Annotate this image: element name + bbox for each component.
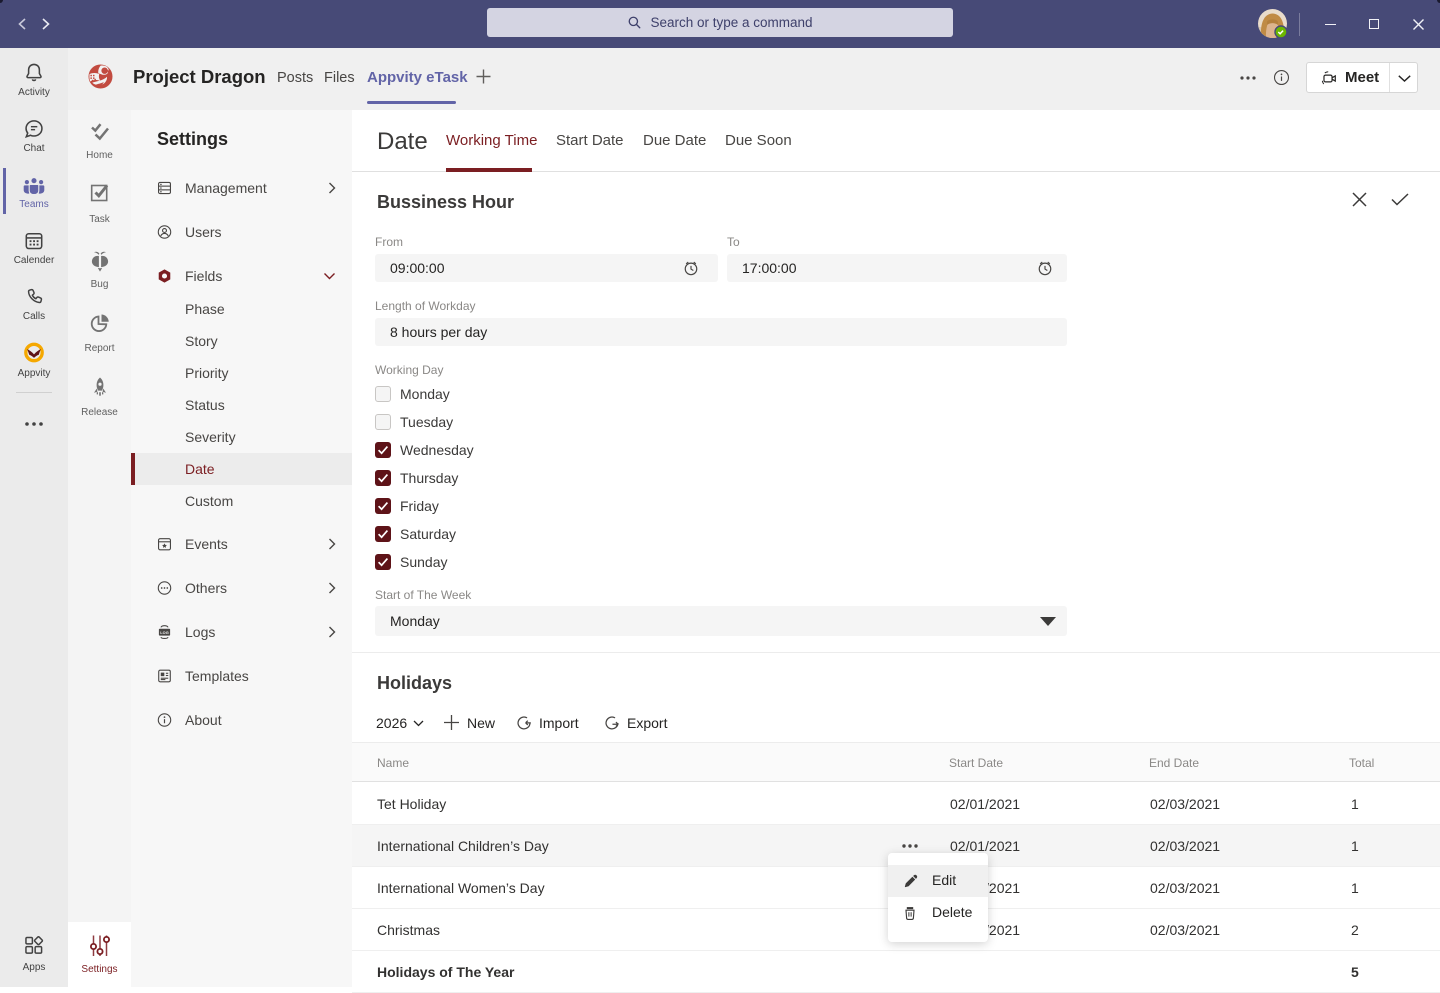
svg-text:LOG: LOG	[160, 630, 168, 635]
